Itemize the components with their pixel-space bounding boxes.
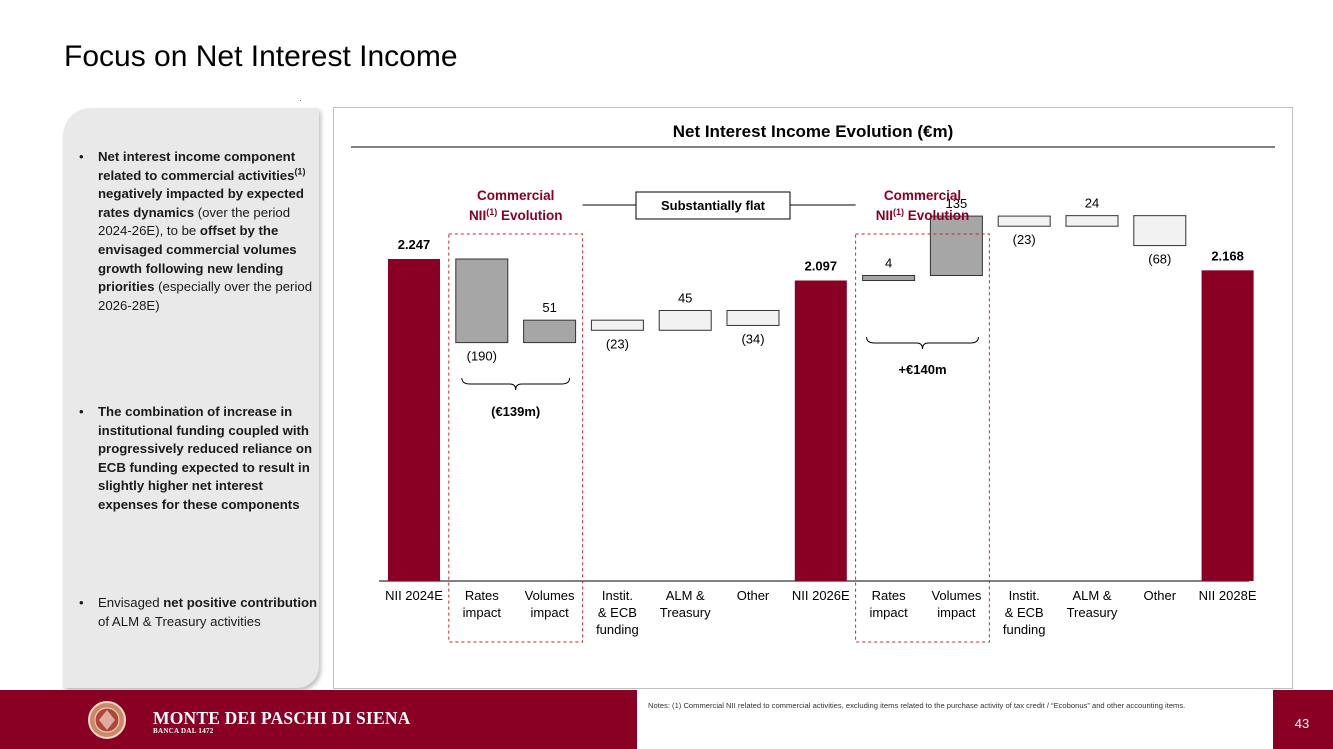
bullet-3-run-0: Envisaged	[98, 595, 164, 610]
category-label-3-1: & ECB	[598, 605, 637, 620]
data-label-7: 4	[885, 255, 892, 270]
bar-total-0	[388, 259, 440, 581]
category-label-0-0: NII 2024E	[385, 588, 443, 603]
data-label-12: 2.168	[1211, 248, 1244, 263]
data-label-10: 24	[1085, 196, 1099, 211]
bullet-1-run-5: (especially over the period 2026-28E)	[98, 279, 313, 313]
brace-group-2	[866, 336, 979, 350]
data-label-5: (34)	[741, 331, 764, 346]
bullet-1: • Net interest income component related t…	[79, 149, 313, 313]
data-label-6: 2.097	[805, 258, 838, 273]
category-label-4-0: ALM &	[666, 588, 705, 603]
bar-delta-10	[1065, 215, 1119, 227]
category-label-2-1: impact	[530, 605, 569, 620]
category-label-2-0: Volumes	[525, 588, 575, 603]
brace-label-1: (€139m)	[491, 404, 540, 419]
footer-notes-area	[637, 690, 1273, 749]
bar-delta-9	[997, 215, 1051, 227]
category-label-10-1: Treasury	[1067, 605, 1118, 620]
data-label-4: 45	[678, 290, 692, 305]
brace-group-1	[461, 377, 571, 391]
bullet-3: • Envisaged net positive contribution of …	[79, 595, 318, 629]
chart-panel: Net Interest Income Evolution (€m) 2.247 (…	[333, 107, 1293, 689]
data-label-9: (23)	[1013, 232, 1036, 247]
data-label-0: 2.247	[398, 237, 431, 252]
category-label-7-0: Rates	[872, 588, 906, 603]
bullet-2-run-0: The combination of increase in instituti…	[98, 404, 313, 512]
bar-delta-11	[1133, 215, 1187, 247]
bar-delta-1	[455, 258, 509, 344]
commercial-group-subtitle-1: NII(1) Evolution	[469, 207, 563, 223]
category-label-10-0: ALM &	[1072, 588, 1111, 603]
category-label-7-1: impact	[869, 605, 908, 620]
bullet-1-run-2: negatively impacted by expected rates dy…	[98, 186, 304, 220]
category-label-12-0: NII 2028E	[1199, 588, 1257, 603]
category-label-6-0: NII 2026E	[792, 588, 850, 603]
data-label-11: (68)	[1148, 252, 1171, 267]
category-label-1-0: Rates	[465, 588, 499, 603]
commercial-group-title-1: Commercial	[477, 188, 554, 203]
category-label-4-1: Treasury	[660, 605, 711, 620]
category-label-9-1: & ECB	[1005, 605, 1044, 620]
category-label-8-1: impact	[937, 605, 976, 620]
category-label-3-0: Instit.	[602, 588, 633, 603]
bullet-2: • The combination of increase in institut…	[79, 404, 313, 512]
bullet-3-run-2: of ALM & Treasury activities	[98, 613, 261, 629]
commercial-group-box-1	[448, 233, 584, 643]
bar-delta-3	[590, 319, 644, 331]
bullet-1-text: Net interest income component related to…	[98, 149, 312, 313]
page-number: 43	[1294, 716, 1310, 731]
data-label-1: (190)	[467, 349, 497, 364]
bar-total-12	[1201, 270, 1254, 581]
nii-waterfall-chart: Net Interest Income Evolution (€m) 2.247 (…	[351, 122, 1275, 643]
bar-delta-7	[862, 274, 916, 281]
bar-total-6	[794, 280, 847, 581]
category-label-5-0: Other	[737, 588, 770, 603]
bar-delta-8	[929, 215, 983, 276]
category-label-3-2: funding	[596, 622, 639, 637]
commercial-group-subtitle-2: NII(1) Evolution	[876, 207, 970, 223]
brand-name: MONTE DEI PASCHI DI SIENA	[153, 708, 411, 728]
bank-crest-logo	[88, 701, 126, 739]
bullet-1-run-0: Net interest income component related to…	[98, 149, 296, 183]
category-label-8-0: Volumes	[931, 588, 981, 603]
brace-label-2: +€140m	[898, 362, 946, 377]
brand-subtitle: BANCA DAL 1472	[153, 727, 214, 735]
category-label-11-0: Other	[1144, 588, 1177, 603]
bullet-1-run-1: (1)	[294, 166, 306, 177]
bullet-2-text: The combination of increase in instituti…	[98, 404, 312, 512]
bullet-1-run-4: offset by the envisaged commercial volum…	[98, 223, 297, 295]
commercial-group-title-2: Commercial	[884, 188, 961, 203]
footnote: Notes: (1) Commercial NII related to com…	[648, 701, 1186, 710]
bullet-3-run-1: net positive contribution	[163, 595, 318, 610]
data-label-3: (23)	[606, 336, 629, 351]
bar-delta-5	[726, 309, 780, 326]
category-label-9-0: Instit.	[1009, 588, 1040, 603]
category-label-9-2: funding	[1003, 622, 1046, 637]
connector-label: Substantially flat	[661, 198, 766, 213]
bullet-3-text: Envisaged net positive contribution of A…	[98, 595, 317, 629]
bullet-1-run-3: (over the period 2024-26E), to be	[98, 204, 291, 239]
category-label-1-1: impact	[463, 605, 502, 620]
bar-delta-4	[658, 309, 712, 331]
page-title: Focus on Net Interest Income	[64, 40, 458, 73]
data-label-8: 135	[946, 196, 968, 211]
data-label-2: 51	[542, 300, 556, 315]
commercial-group-box-2	[855, 233, 990, 643]
decorative-dot	[300, 100, 301, 101]
bar-delta-2	[523, 319, 577, 344]
key-points-panel	[63, 108, 319, 688]
chart-title: Net Interest Income Evolution (€m)	[673, 122, 954, 141]
